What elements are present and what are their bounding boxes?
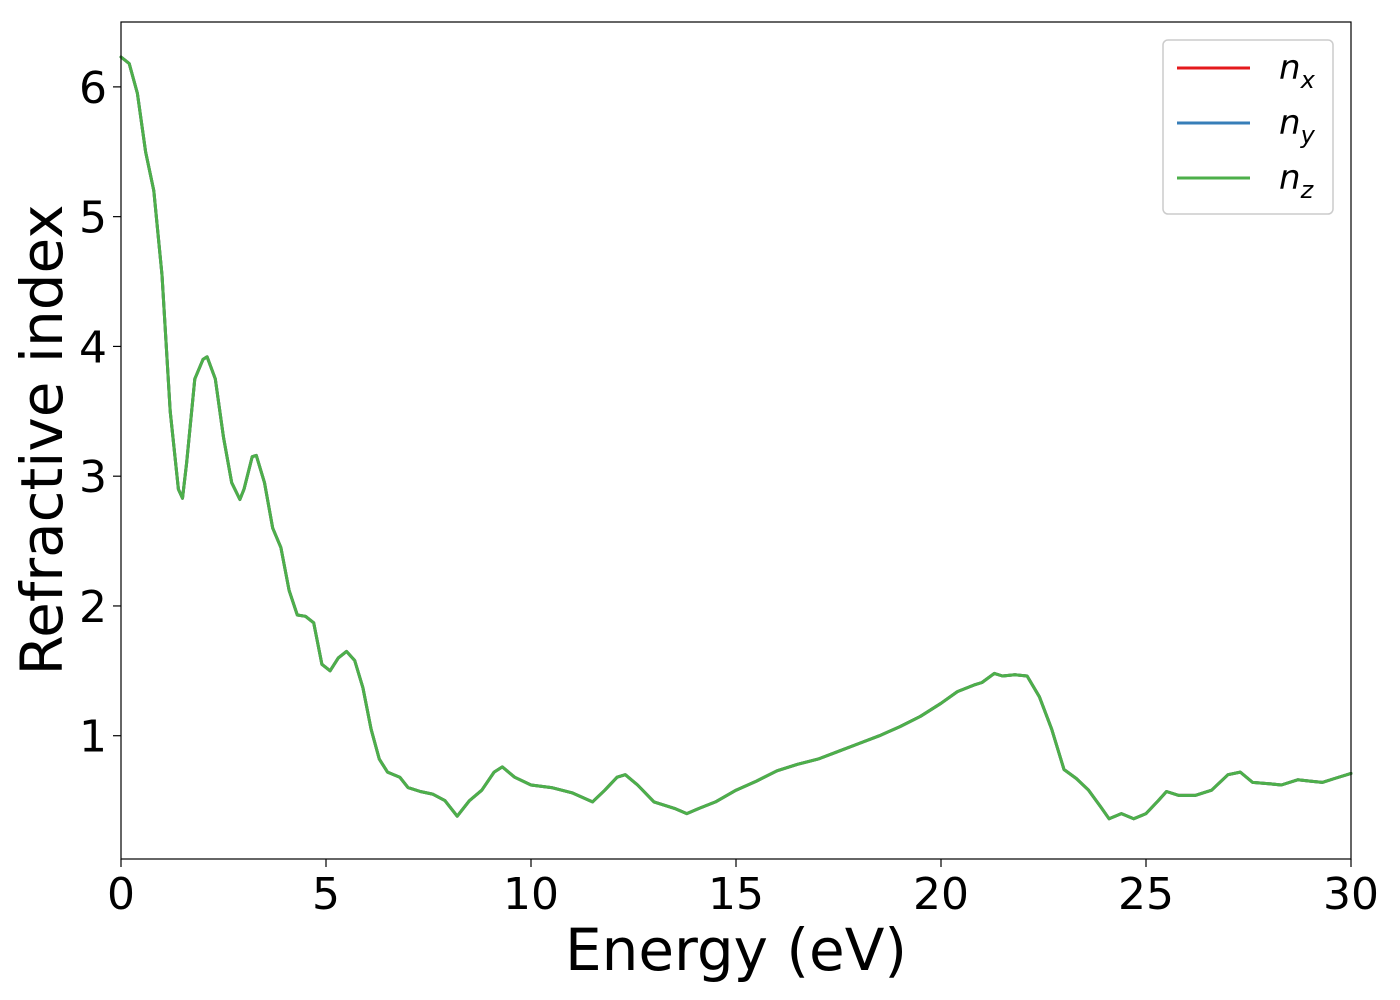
y-tick-label: 4 [79,322,107,373]
y-tick-label: 6 [79,63,107,114]
x-axis-ticks: 0 5 10 15 20 25 30 [107,859,1379,920]
x-tick-label: 10 [503,869,559,920]
x-tick-label: 15 [708,869,764,920]
x-tick-label: 5 [312,869,340,920]
y-axis-label: Refractive index [8,204,76,675]
x-tick-label: 0 [107,869,135,920]
x-tick-label: 25 [1118,869,1174,920]
y-tick-label: 3 [79,452,107,503]
legend-frame [1162,39,1334,215]
y-tick-label: 5 [79,193,107,244]
x-tick-label: 30 [1323,869,1379,920]
series-lines [119,55,1353,821]
y-axis-ticks: 1 2 3 4 5 6 [79,63,121,763]
x-tick-label: 20 [913,869,969,920]
series-line-nz [119,55,1353,821]
y-tick-label: 1 [79,712,107,763]
x-axis-label: Energy (eV) [565,916,907,984]
y-tick-label: 2 [79,582,107,633]
